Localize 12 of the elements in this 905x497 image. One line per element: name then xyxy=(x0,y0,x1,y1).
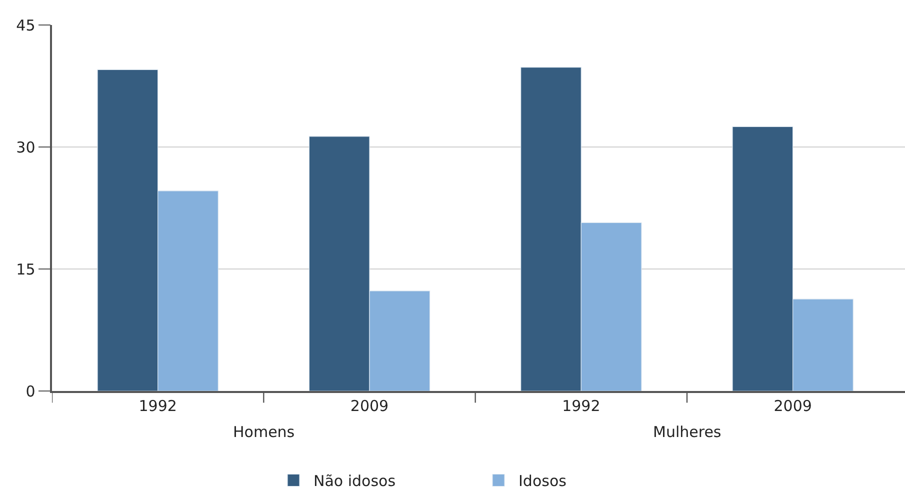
legend-label: Não idosos xyxy=(314,472,396,490)
y-tick-label: 45 xyxy=(16,16,36,34)
y-tick-label: 0 xyxy=(26,382,36,400)
y-tick-label: 30 xyxy=(16,138,36,156)
x-tick-label: 1992 xyxy=(138,396,177,415)
x-tick-label: 2009 xyxy=(774,396,812,415)
y-tick-label: 15 xyxy=(16,260,36,278)
text: Mulheres xyxy=(653,423,722,441)
text: Homens xyxy=(233,423,295,441)
x-tick-label: 2009 xyxy=(350,396,389,415)
legend-label: Idosos xyxy=(518,472,567,490)
x-tick-label: 1992 xyxy=(562,396,600,415)
